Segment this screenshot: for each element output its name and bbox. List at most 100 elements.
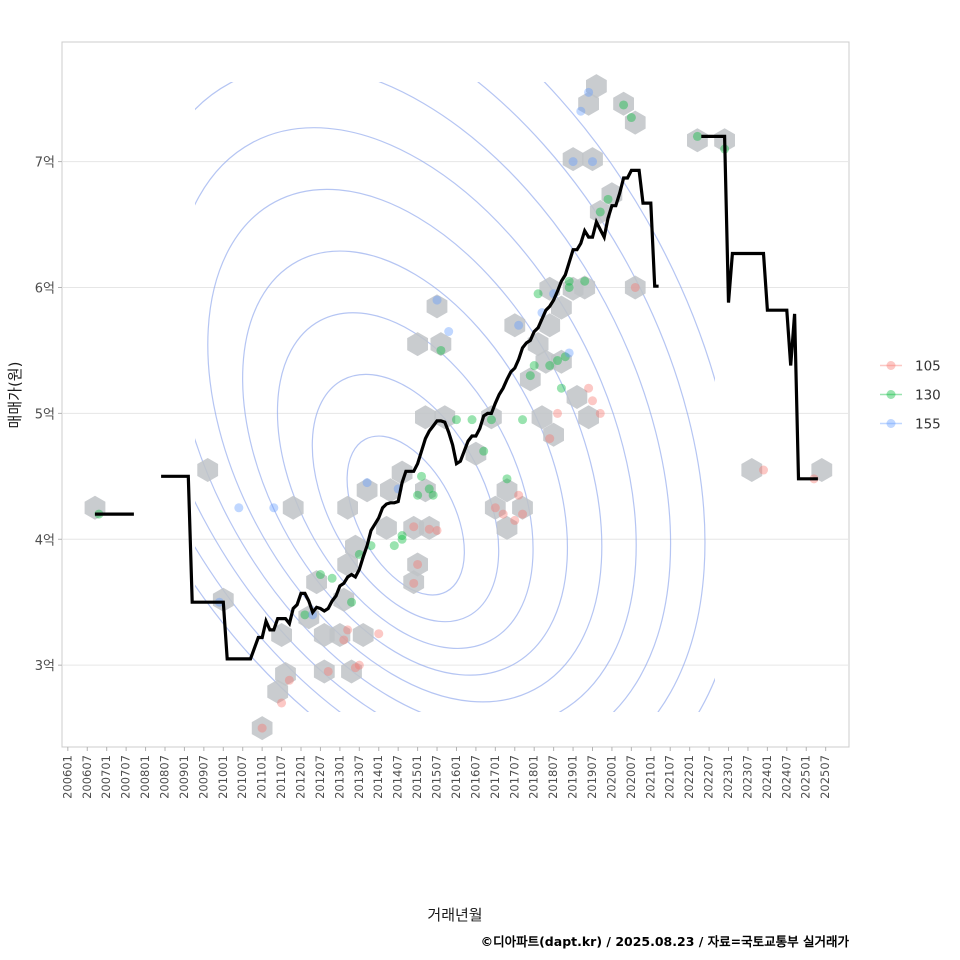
hex-bin [582, 147, 603, 172]
x-tick-label: 201301 [332, 755, 346, 799]
hex-bin [551, 349, 572, 374]
hex-bin [337, 495, 358, 520]
legend-label: 105 [915, 359, 941, 375]
hex-bin [418, 515, 440, 540]
data-point-105 [413, 559, 423, 569]
x-tick-label: 202401 [760, 755, 774, 799]
moving-average-segment [161, 168, 659, 661]
x-tick-label: 201707 [507, 755, 521, 799]
hex-bin [496, 478, 518, 503]
x-tick-label: 200701 [99, 755, 113, 799]
hex-bin [811, 458, 833, 482]
x-axis-title: 거래년월 [427, 906, 482, 924]
data-point-130 [595, 207, 605, 217]
data-point-130 [424, 484, 434, 494]
data-point-155 [444, 327, 454, 337]
data-point-130 [436, 345, 446, 355]
moving-average-segment [701, 134, 818, 481]
contour-line [195, 82, 706, 712]
hex-bin [578, 91, 599, 116]
contour-line [346, 435, 465, 596]
hex-bin [687, 128, 708, 153]
data-point-155 [234, 503, 244, 513]
y-tick-label: 6억 [35, 281, 55, 296]
data-point-130 [553, 356, 563, 366]
hex-bin [574, 275, 596, 300]
hex-bin [741, 458, 763, 482]
hex-bin [313, 659, 335, 684]
y-axis-title: 매매가(원) [6, 362, 24, 429]
data-point-105 [587, 396, 597, 406]
data-point-105 [432, 525, 442, 535]
data-point-155 [568, 157, 578, 167]
hex-bin [333, 587, 355, 612]
x-tick-label: 201507 [430, 755, 444, 799]
x-tick-label: 200801 [138, 755, 152, 799]
hex-bin [356, 478, 378, 503]
hex-bin [531, 405, 553, 430]
data-point-105 [424, 524, 434, 534]
data-point-130 [692, 131, 702, 141]
x-tick-label: 200607 [80, 755, 94, 799]
x-tick-label: 202107 [663, 755, 677, 799]
data-point-130 [533, 289, 543, 299]
data-point-105 [553, 408, 563, 418]
hex-bin [329, 623, 351, 647]
hex-bin [539, 313, 561, 338]
contour-line [195, 82, 715, 712]
caption: ©디아파트(dapt.kr) / 2025.08.23 / 자료=국토교통부 실… [481, 934, 850, 949]
hex-bin [391, 460, 413, 485]
hex-bin [430, 332, 452, 357]
x-tick-label: 201207 [313, 755, 327, 799]
data-point-155 [269, 503, 279, 513]
data-point-155 [514, 320, 524, 330]
hex-bin [624, 275, 646, 300]
data-point-155 [584, 87, 594, 97]
hex-bin [376, 515, 397, 540]
x-tick-label: 202201 [682, 755, 696, 799]
data-point-130 [529, 361, 539, 371]
scatter-points [94, 87, 819, 733]
hex-bin [345, 534, 366, 559]
x-tick-label: 201901 [566, 755, 580, 799]
x-tick-label: 202507 [818, 755, 832, 799]
data-point-105 [277, 698, 287, 708]
data-point-130 [502, 474, 512, 484]
data-point-105 [584, 383, 594, 393]
hex-bin [403, 570, 425, 595]
legend-key-point [886, 361, 896, 370]
data-point-105 [595, 408, 605, 418]
hex-bin [566, 385, 588, 409]
data-point-130 [347, 597, 357, 607]
hex-bin [434, 405, 456, 430]
data-point-130 [603, 194, 613, 204]
x-tick-label: 201801 [527, 755, 541, 799]
x-tick-label: 200807 [157, 755, 171, 799]
data-point-130 [619, 100, 629, 110]
contour-line [276, 312, 534, 650]
moving-average-line [95, 134, 818, 661]
hex-bin [282, 495, 304, 520]
data-point-130 [556, 383, 566, 393]
x-tick-label: 201101 [255, 755, 269, 799]
hex-bin [271, 623, 292, 647]
hex-bin [589, 200, 611, 224]
hex-bin [578, 405, 599, 430]
y-tick-label: 4억 [35, 533, 55, 548]
contour-line [195, 82, 672, 712]
hex-bin [352, 623, 374, 647]
x-tick-label: 202001 [604, 755, 618, 799]
x-tick-label: 200901 [177, 755, 191, 799]
data-point-105 [354, 660, 364, 670]
data-point-130 [525, 371, 535, 381]
data-point-105 [339, 635, 349, 645]
data-point-130 [428, 490, 438, 500]
data-point-105 [490, 503, 500, 513]
data-point-105 [545, 434, 555, 444]
hex-bin [504, 313, 526, 338]
y-tick-label: 5억 [35, 407, 55, 422]
x-tick-label: 200707 [119, 755, 133, 799]
hex-bin [275, 662, 296, 686]
data-point-130 [467, 415, 477, 425]
